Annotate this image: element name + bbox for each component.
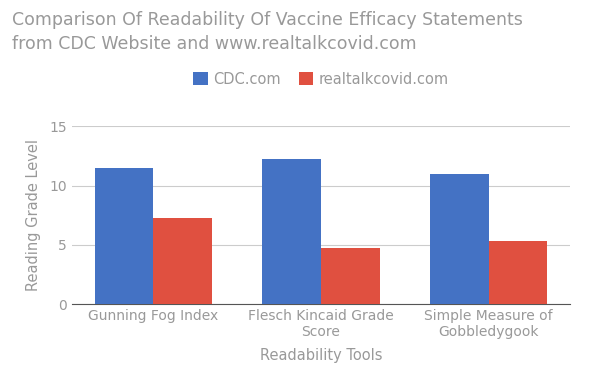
Bar [95,168,154,304]
Bar [430,174,488,304]
Y-axis label: Reading Grade Level: Reading Grade Level [26,139,41,291]
Legend: CDC.com, realtalkcovid.com: CDC.com, realtalkcovid.com [187,66,455,92]
Bar [154,217,212,304]
Bar [488,241,547,304]
Bar [262,160,321,304]
Bar [321,249,380,304]
X-axis label: Readability Tools: Readability Tools [260,348,382,362]
Text: Comparison Of Readability Of Vaccine Efficacy Statements
from CDC Website and ww: Comparison Of Readability Of Vaccine Eff… [12,11,523,53]
